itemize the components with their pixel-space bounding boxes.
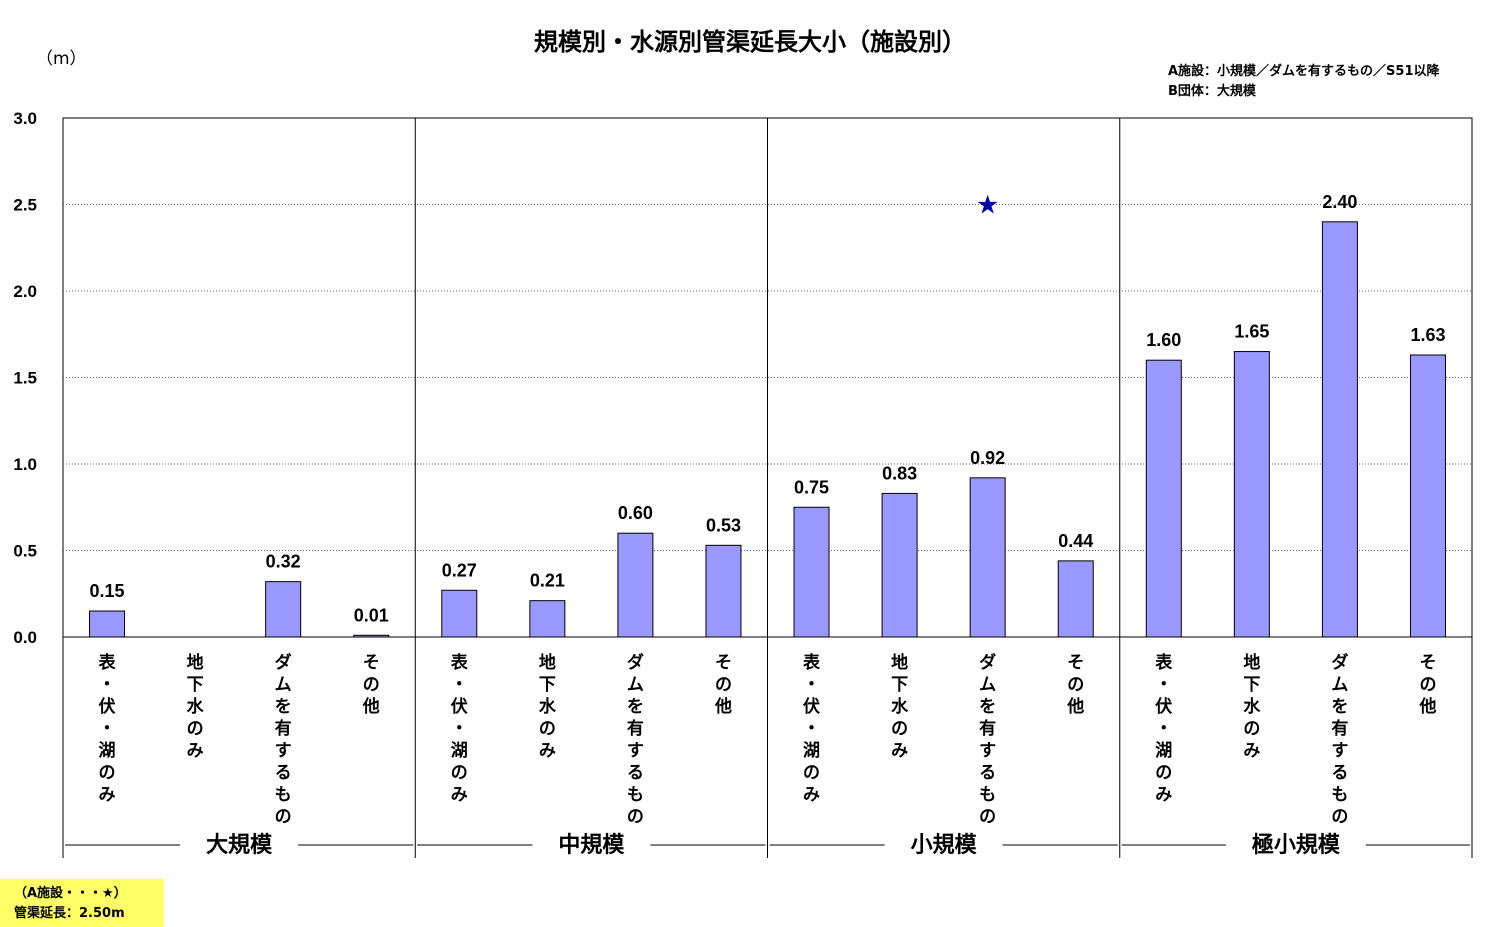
group-label: 中規模 bbox=[558, 833, 625, 858]
bar bbox=[705, 544, 742, 638]
y-tick-label: 2.0 bbox=[13, 282, 37, 301]
data-label: 2.40 bbox=[1322, 192, 1357, 212]
chart-note-1: A施設：小規模／ダムを有するもの／S51以降 bbox=[1168, 63, 1441, 79]
category-label: その他 bbox=[1418, 653, 1436, 717]
data-label: 0.21 bbox=[530, 571, 565, 591]
category-label: 地下水のみ bbox=[1243, 652, 1261, 761]
group-label: 極小規模 bbox=[1252, 832, 1341, 858]
category-label: 表・伏・湖のみ bbox=[451, 652, 469, 805]
y-tick-label: 1.5 bbox=[13, 369, 37, 388]
bar bbox=[1321, 221, 1358, 638]
data-label: 0.44 bbox=[1058, 531, 1093, 551]
category-label: ダムを有するもの bbox=[1331, 652, 1348, 827]
group-label: 小規模 bbox=[911, 833, 978, 858]
category-label: ダムを有するもの bbox=[979, 652, 996, 827]
category-label: その他 bbox=[1066, 653, 1084, 717]
data-label: 0.15 bbox=[90, 581, 125, 601]
category-label: ダムを有するもの bbox=[275, 652, 292, 827]
y-tick-label: 3.0 bbox=[13, 109, 37, 128]
data-label: 0.83 bbox=[882, 463, 917, 483]
category-label: 地下水のみ bbox=[891, 652, 909, 761]
star-marker: ★ bbox=[976, 191, 999, 221]
y-tick-label: 0.5 bbox=[13, 542, 37, 561]
category-label: その他 bbox=[362, 653, 380, 717]
data-label: 0.27 bbox=[442, 560, 477, 580]
group-label: 大規模 bbox=[206, 833, 273, 858]
bar bbox=[89, 610, 126, 638]
annotation-box: （A施設・・・★） 管渠延長：2.50m bbox=[0, 879, 164, 927]
bar bbox=[793, 506, 830, 638]
bar bbox=[1145, 359, 1182, 638]
bar bbox=[969, 477, 1006, 638]
bar bbox=[353, 634, 390, 638]
bar bbox=[441, 589, 478, 638]
category-label: 地下水のみ bbox=[539, 652, 557, 761]
category-label: 地下水のみ bbox=[187, 652, 205, 761]
data-label: 0.75 bbox=[794, 477, 829, 497]
data-label: 0.01 bbox=[354, 605, 389, 625]
plot-area: 0.0 0.5 1.0 1.5 2.0 2.5 3.0 0.15 表・伏・湖のみ 地下水のみ 0.3… bbox=[13, 109, 1473, 858]
bar bbox=[265, 581, 302, 638]
category-label: 表・伏・湖のみ bbox=[1155, 652, 1173, 805]
category-label: その他 bbox=[714, 653, 732, 717]
bar bbox=[1409, 354, 1446, 638]
chart-note-2: B団体：大規模 bbox=[1168, 83, 1257, 99]
bar bbox=[1057, 560, 1094, 638]
y-tick-label: 2.5 bbox=[13, 196, 37, 215]
chart-title: 規模別・水源別管渠延長大小（施設別） bbox=[534, 28, 966, 56]
data-label: 1.60 bbox=[1146, 330, 1181, 350]
category-label: ダムを有するもの bbox=[627, 652, 644, 827]
category-label: 表・伏・湖のみ bbox=[803, 652, 821, 805]
annotation-line-2: 管渠延長：2.50m bbox=[14, 906, 125, 921]
bar bbox=[529, 600, 566, 638]
data-label: 0.32 bbox=[266, 552, 301, 572]
data-label: 1.65 bbox=[1234, 322, 1269, 342]
data-label: 0.92 bbox=[970, 448, 1005, 468]
data-label: 0.60 bbox=[618, 503, 653, 523]
bar bbox=[881, 492, 918, 638]
y-axis-unit: （m） bbox=[36, 49, 87, 69]
annotation-line-1: （A施設・・・★） bbox=[14, 886, 127, 901]
data-label: 0.53 bbox=[706, 515, 741, 535]
bar bbox=[1233, 351, 1270, 638]
y-tick-label: 0.0 bbox=[13, 628, 37, 647]
data-label: 1.63 bbox=[1410, 325, 1445, 345]
y-tick-label: 1.0 bbox=[13, 455, 37, 474]
category-label: 表・伏・湖のみ bbox=[99, 652, 117, 805]
bar bbox=[617, 532, 654, 638]
